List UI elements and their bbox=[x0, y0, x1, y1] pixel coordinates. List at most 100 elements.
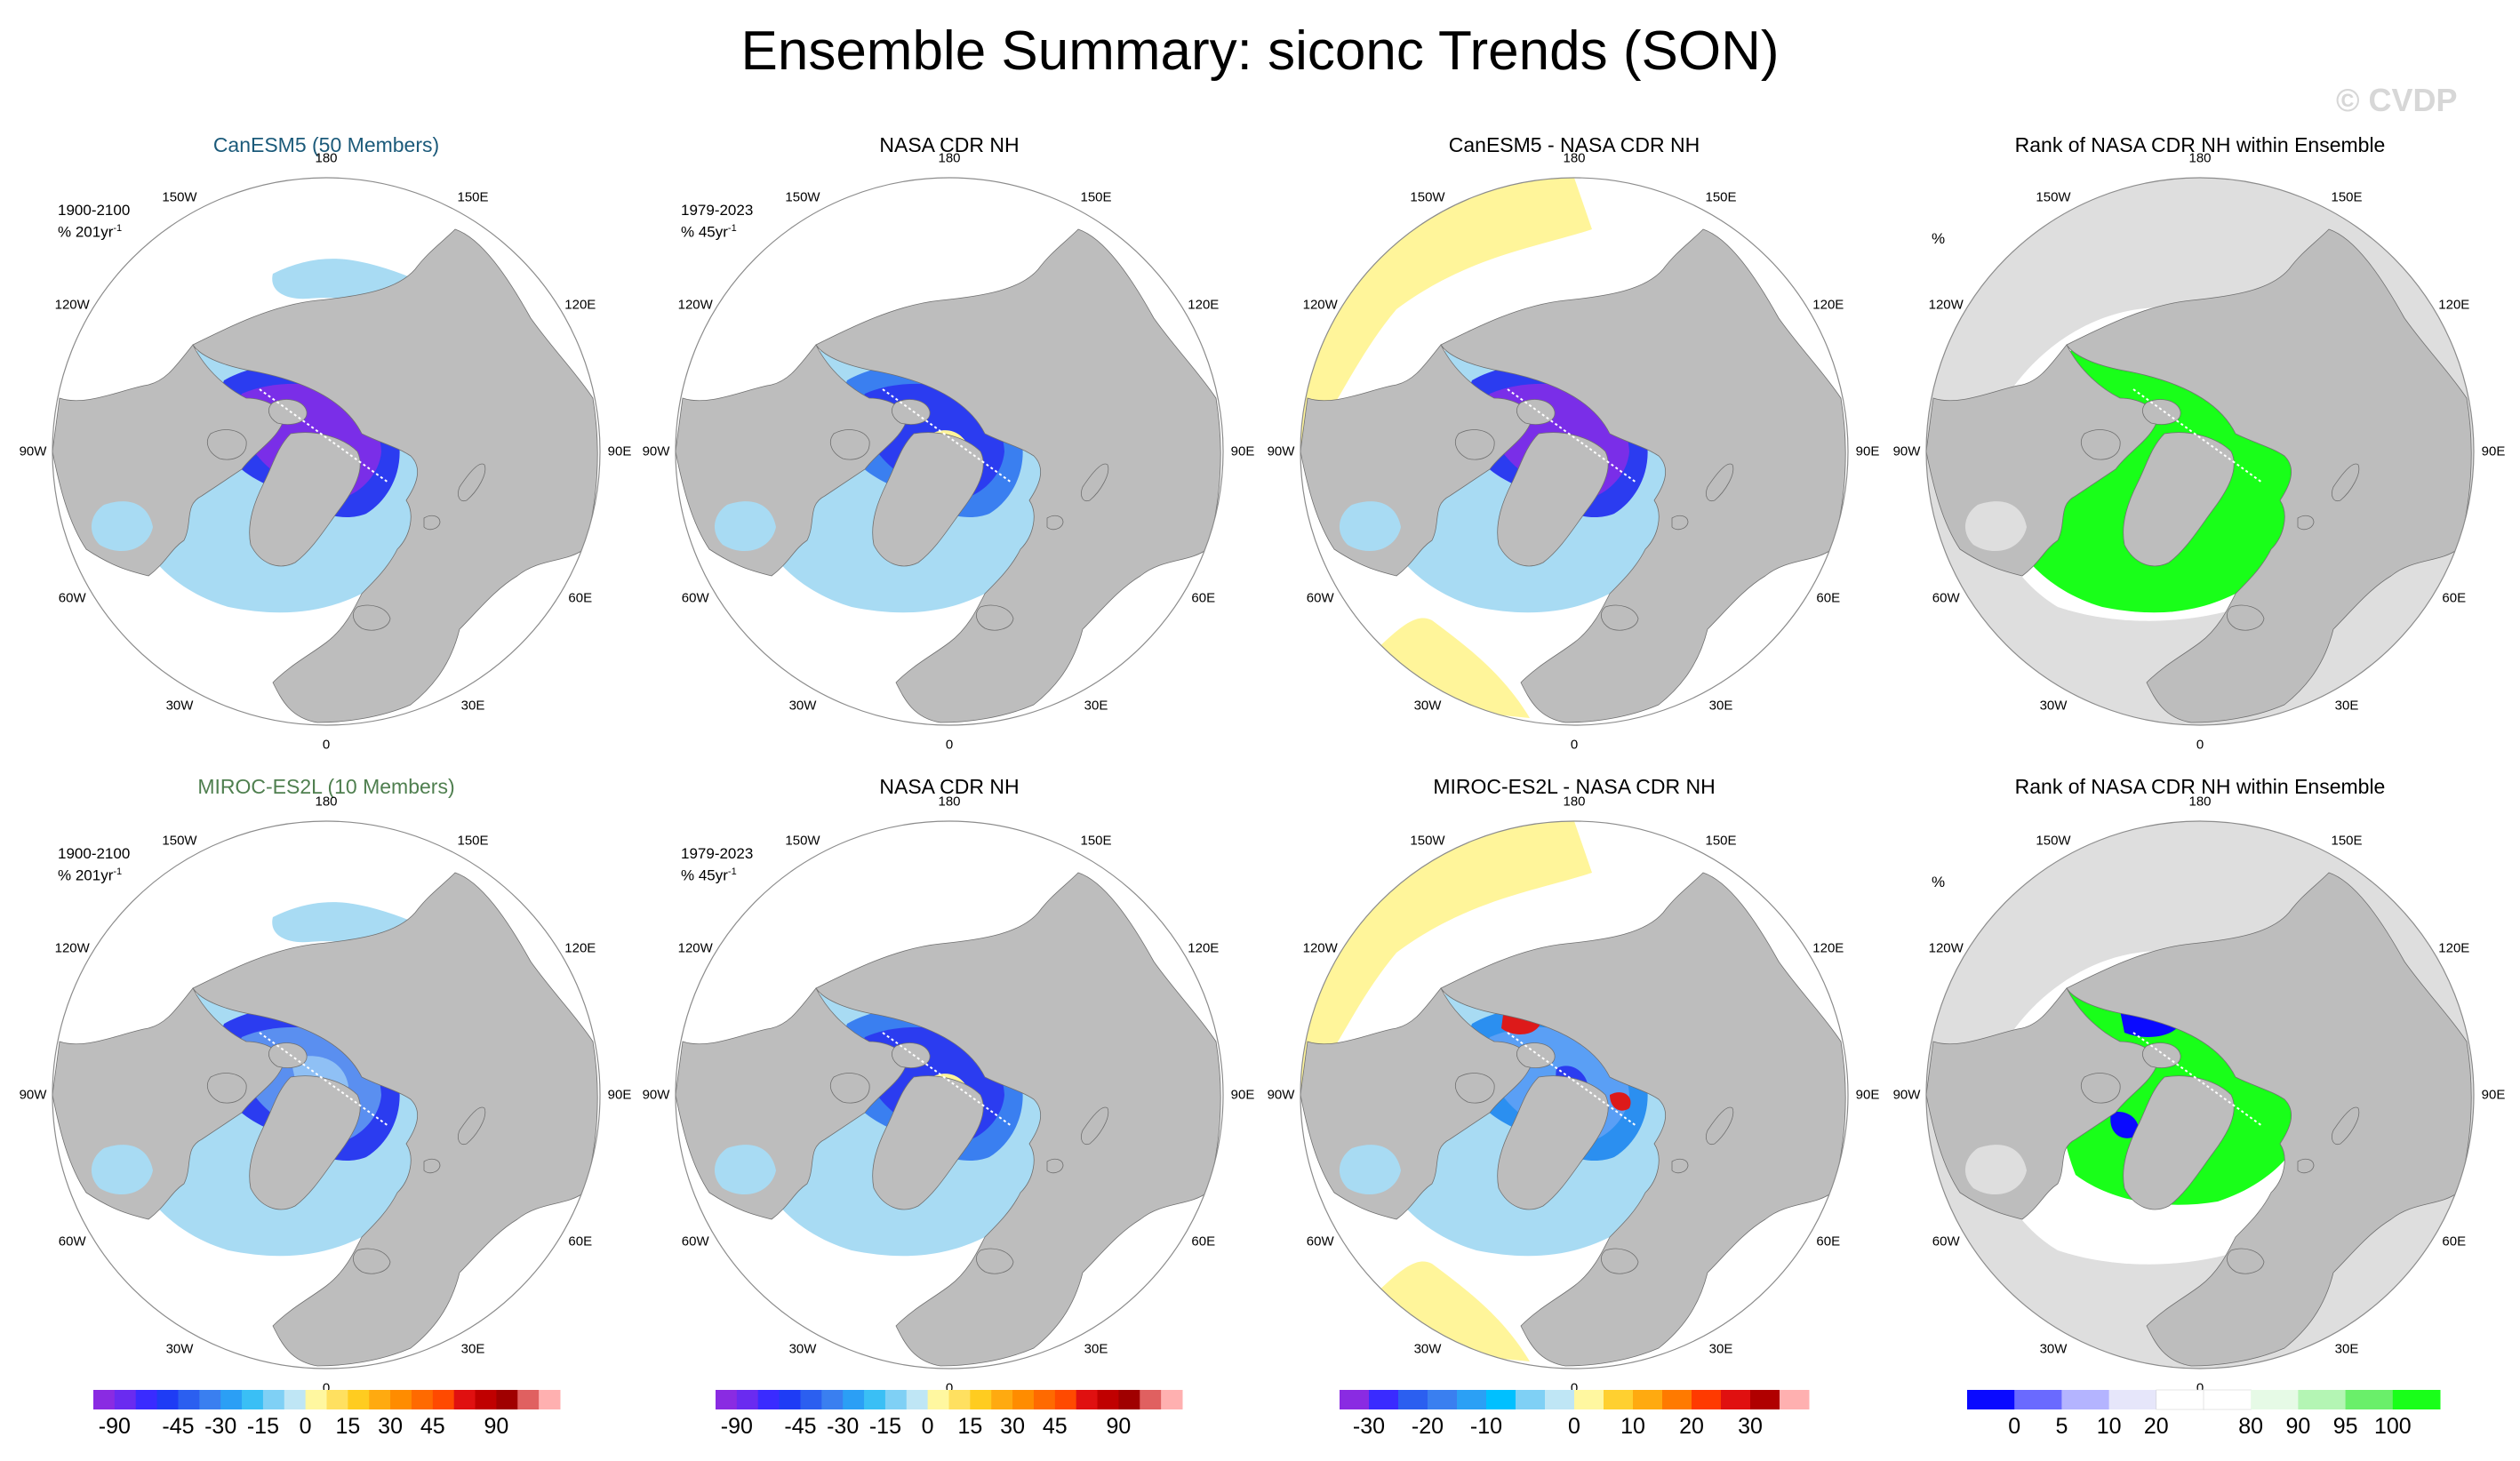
land bbox=[976, 604, 1014, 631]
longitude-label: 0 bbox=[322, 737, 331, 753]
longitude-label: 180 bbox=[2188, 794, 2212, 810]
colorbar-label: -15 bbox=[868, 1414, 901, 1439]
longitude-label: 90E bbox=[2481, 1087, 2506, 1103]
period-label: 1979-2023 bbox=[681, 845, 754, 862]
colorbar-label: 20 bbox=[1679, 1414, 1704, 1439]
panel-title: CanESM5 (50 Members) bbox=[212, 133, 440, 156]
map-boundary bbox=[52, 820, 601, 1369]
land bbox=[892, 1042, 931, 1068]
colorbar-swatch bbox=[2061, 1390, 2110, 1409]
longitude-label: 0 bbox=[945, 1380, 954, 1396]
hudson-bay bbox=[1964, 1145, 2027, 1195]
panel-title: CanESM5 - NASA CDR NH bbox=[1448, 133, 1700, 156]
colorbar-label: 90 bbox=[1106, 1414, 1132, 1439]
colorbar-label: -30 bbox=[827, 1414, 860, 1439]
map-boundary bbox=[1300, 820, 1849, 1369]
longitude-label: 60E bbox=[2442, 590, 2467, 606]
ice-field bbox=[1610, 1092, 1631, 1111]
longitude-label: 0 bbox=[2196, 737, 2204, 753]
panel-title: NASA CDR NH bbox=[879, 133, 1020, 156]
longitude-label: 150E bbox=[1705, 833, 1737, 849]
longitude-label: 60W bbox=[1932, 1233, 1960, 1249]
colorbar-swatch bbox=[1721, 1390, 1751, 1409]
ice-field bbox=[2110, 1112, 2139, 1138]
polar-map bbox=[675, 820, 1224, 1369]
land bbox=[1455, 1073, 1495, 1104]
land bbox=[249, 1075, 361, 1210]
colorbar-swatch bbox=[2345, 1390, 2394, 1409]
longitude-label: 150E bbox=[2331, 833, 2363, 849]
colorbar-swatch bbox=[2298, 1390, 2347, 1409]
longitude-label: 60W bbox=[1932, 590, 1960, 606]
land bbox=[976, 1248, 1014, 1274]
hudson-bay bbox=[91, 501, 153, 552]
land bbox=[268, 399, 308, 425]
period-label: 1979-2023 bbox=[681, 202, 754, 219]
longitude-label: 120W bbox=[677, 940, 713, 956]
units-label: % 45yr-1 bbox=[681, 223, 737, 241]
colorbar-label: 45 bbox=[1042, 1414, 1068, 1439]
colorbar-label: 95 bbox=[2332, 1414, 2358, 1439]
ice-field bbox=[1300, 821, 1592, 1095]
colorbar-swatch bbox=[517, 1390, 540, 1409]
hudson-bay bbox=[1339, 1145, 1401, 1195]
land bbox=[1601, 604, 1639, 631]
colorbar-label: 100 bbox=[2373, 1414, 2412, 1439]
colorbar-label: 0 bbox=[921, 1414, 934, 1439]
colorbar-swatch bbox=[1118, 1390, 1140, 1409]
land bbox=[815, 872, 1221, 1367]
longitude-label: 180 bbox=[315, 150, 338, 166]
longitude-label: 150E bbox=[457, 189, 489, 205]
land bbox=[2123, 432, 2235, 567]
longitude-label: 60W bbox=[58, 1233, 86, 1249]
longitude-label: 180 bbox=[315, 794, 338, 810]
rank-colorbar bbox=[1967, 1389, 2441, 1410]
longitude-label: 180 bbox=[1563, 794, 1586, 810]
longitude-label: 120E bbox=[564, 297, 596, 313]
hudson-bay bbox=[1964, 501, 2027, 552]
longitude-label: 60W bbox=[1306, 1233, 1334, 1249]
colorbar-label: 0 bbox=[1568, 1414, 1580, 1439]
colorbar-swatch bbox=[800, 1390, 822, 1409]
longitude-label: 90E bbox=[1230, 443, 1255, 459]
colorbar-swatch bbox=[1604, 1390, 1634, 1409]
longitude-label: 60E bbox=[1191, 590, 1216, 606]
longitude-label: 30E bbox=[460, 698, 485, 714]
panel-title: NASA CDR NH bbox=[879, 775, 1020, 798]
longitude-label: 150W bbox=[2036, 189, 2071, 205]
colorbar-swatch bbox=[1780, 1390, 1810, 1409]
land bbox=[1440, 872, 1846, 1367]
panel-title: MIROC-ES2L (10 Members) bbox=[197, 775, 455, 798]
longitude-label: 150W bbox=[785, 189, 820, 205]
longitude-label: 30E bbox=[460, 1341, 485, 1357]
trend-colorbar-1 bbox=[93, 1390, 561, 1409]
land bbox=[2332, 463, 2360, 502]
units-label: % 45yr-1 bbox=[681, 866, 737, 884]
colorbar-swatch bbox=[2203, 1389, 2252, 1410]
land bbox=[1497, 1075, 1609, 1210]
longitude-label: 150W bbox=[785, 833, 820, 849]
colorbar-label: 0 bbox=[2008, 1414, 2021, 1439]
longitude-label: 90W bbox=[1267, 443, 1295, 459]
longitude-label: 30E bbox=[2334, 698, 2359, 714]
longitude-label: 90E bbox=[607, 1087, 632, 1103]
panel-info: 1900-2100 % 201yr-1 bbox=[58, 844, 130, 885]
land bbox=[1440, 228, 1846, 723]
land bbox=[815, 228, 1221, 723]
longitude-label: 120W bbox=[1928, 940, 1964, 956]
colorbar-swatch bbox=[1340, 1390, 1370, 1409]
colorbar-label: -20 bbox=[1411, 1414, 1444, 1439]
colorbar-swatch bbox=[2108, 1390, 2157, 1409]
land bbox=[830, 1073, 870, 1104]
units-label: % 201yr-1 bbox=[58, 866, 123, 884]
colorbar-swatch bbox=[1574, 1390, 1604, 1409]
land bbox=[872, 432, 984, 567]
longitude-label: 60W bbox=[681, 1233, 709, 1249]
colorbar-label: 80 bbox=[2238, 1414, 2264, 1439]
land bbox=[249, 432, 361, 567]
colorbar-swatch bbox=[843, 1390, 865, 1409]
land bbox=[207, 429, 247, 460]
land bbox=[1081, 463, 1109, 502]
longitude-label: 120E bbox=[1812, 297, 1844, 313]
land bbox=[2332, 1106, 2360, 1146]
